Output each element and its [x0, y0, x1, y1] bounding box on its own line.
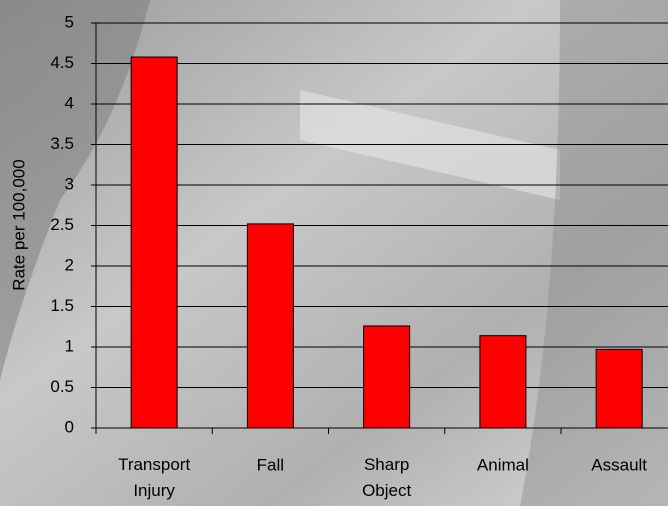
y-tick-label: 5: [65, 12, 74, 31]
y-tick-label: 1: [65, 336, 74, 355]
bar: [363, 325, 411, 429]
y-tick-label: 3.5: [50, 134, 74, 153]
x-tick-label: Assault: [591, 455, 647, 474]
bar: [595, 348, 643, 429]
y-tick-label: 3: [65, 174, 74, 193]
y-tick-label: 0: [65, 417, 74, 436]
x-tick-label: Sharp Object: [362, 455, 411, 500]
x-tick-label: Fall: [257, 455, 284, 474]
bar: [246, 223, 294, 429]
y-tick-label: 4.5: [50, 53, 74, 72]
photo-shadow: [0, 0, 150, 380]
y-tick-label: 1.5: [50, 296, 74, 315]
y-tick-label: 2: [65, 255, 74, 274]
x-tick-label: Transport Injury: [118, 455, 190, 500]
bar: [130, 56, 178, 429]
y-axis-label: Rate per 100,000: [9, 159, 28, 290]
x-tick-label: Animal: [477, 455, 529, 474]
bar: [479, 335, 527, 429]
y-tick-label: 2.5: [50, 215, 74, 234]
y-tick-label: 4: [65, 93, 74, 112]
y-tick-label: 0.5: [50, 377, 74, 396]
